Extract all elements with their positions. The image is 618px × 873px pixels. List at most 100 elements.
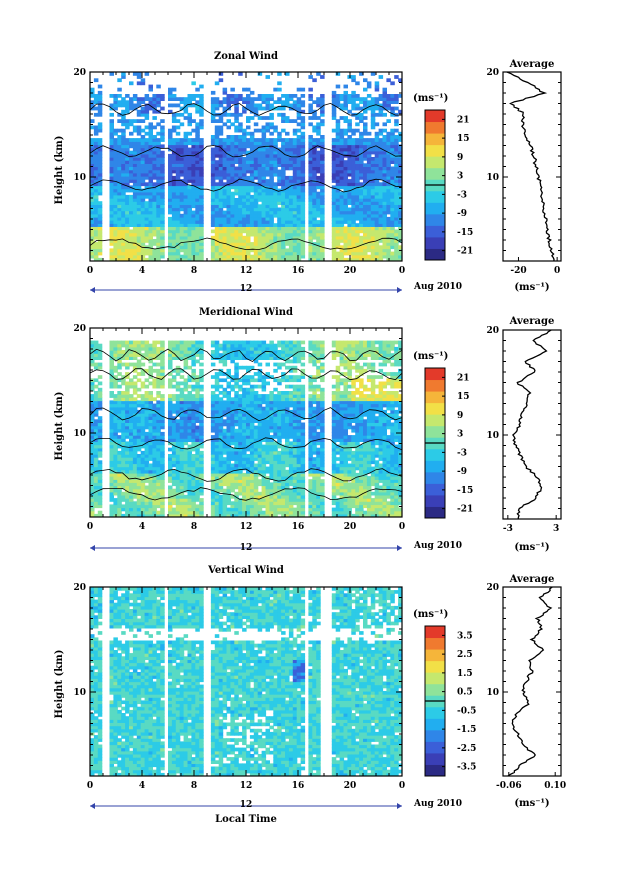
heatmap-cell	[90, 141, 95, 146]
heatmap-cell	[179, 425, 185, 430]
heatmap-cell	[140, 397, 146, 402]
heatmap-cell	[136, 201, 142, 205]
heatmap-cell	[359, 166, 364, 171]
heatmap-cell	[179, 441, 185, 446]
heatmap-cell	[292, 175, 298, 180]
heatmap-cell	[378, 216, 384, 221]
heatmap-cell	[140, 479, 146, 483]
heatmap-cell	[210, 251, 216, 256]
heatmap-cell	[187, 498, 192, 502]
heatmap-cell	[308, 135, 313, 139]
heatmap-cell	[222, 210, 228, 215]
heatmap-cell	[386, 198, 391, 202]
heatmap-cell	[179, 435, 185, 439]
heatmap-cell	[214, 163, 220, 167]
heatmap-cell	[312, 232, 317, 237]
heatmap-cell	[222, 97, 228, 101]
heatmap-cell	[359, 106, 364, 111]
heatmap-cell	[316, 150, 321, 155]
heatmap-cell	[288, 119, 294, 123]
heatmap-cell	[148, 100, 153, 104]
heatmap-cell	[210, 409, 216, 414]
heatmap-cell	[343, 100, 348, 104]
heatmap-cell	[343, 201, 348, 205]
heatmap-cell	[238, 179, 243, 183]
heatmap-cell	[171, 94, 177, 98]
heatmap-cell	[113, 163, 118, 167]
heatmap-cell	[277, 248, 282, 253]
heatmap-cell	[175, 444, 181, 449]
heatmap-cell	[187, 406, 192, 411]
heatmap-cell	[222, 163, 228, 167]
heatmap-cell	[187, 391, 192, 395]
heatmap-cell	[398, 138, 402, 142]
heatmap-cell	[269, 251, 274, 256]
heatmap-cell	[97, 362, 103, 367]
heatmap-cell	[300, 226, 306, 231]
heatmap-cell	[113, 198, 118, 202]
heatmap-cell	[179, 346, 185, 351]
heatmap-cell	[335, 188, 341, 193]
heatmap-cell	[136, 359, 142, 364]
heatmap-cell	[132, 119, 138, 123]
heatmap-cell	[249, 153, 255, 158]
heatmap-cell	[378, 232, 384, 237]
heatmap-cell	[246, 87, 251, 92]
heatmap-cell	[331, 185, 337, 190]
heatmap-cell	[195, 188, 200, 193]
heatmap-cell	[199, 350, 204, 354]
heatmap-cell	[382, 169, 387, 174]
heatmap-cell	[347, 97, 352, 101]
heatmap-cell	[210, 450, 216, 455]
heatmap-cell	[187, 160, 192, 164]
heatmap-cell	[370, 97, 376, 101]
heatmap-cell	[175, 431, 181, 436]
heatmap-cell	[136, 510, 142, 515]
heatmap-cell	[183, 232, 189, 237]
heatmap-cell	[249, 141, 255, 146]
heatmap-cell	[269, 201, 274, 205]
heatmap-cell	[140, 175, 146, 180]
heatmap-cell	[183, 242, 189, 246]
heatmap-cell	[175, 482, 181, 487]
heatmap-cell	[144, 141, 150, 146]
heatmap-cell	[366, 232, 372, 237]
heatmap-cell	[199, 166, 204, 171]
heatmap-cell	[117, 242, 122, 246]
heatmap-cell	[273, 235, 278, 240]
heatmap-cell	[390, 257, 395, 261]
heatmap-cell	[195, 135, 200, 139]
heatmap-cell	[230, 232, 235, 237]
heatmap-cell	[288, 175, 294, 180]
heatmap-cell	[168, 220, 173, 224]
heatmap-cell	[296, 112, 302, 117]
heatmap-cell	[195, 491, 200, 496]
heatmap-cell	[191, 97, 196, 101]
heatmap-cell	[359, 239, 364, 243]
heatmap-cell	[214, 204, 220, 209]
heatmap-cell	[175, 387, 181, 392]
heatmap-cell	[366, 141, 372, 146]
heatmap-cell	[390, 138, 395, 142]
heatmap-cell	[230, 97, 235, 101]
heatmap-cell	[390, 97, 395, 101]
heatmap-cell	[246, 106, 251, 111]
heatmap-cell	[339, 135, 345, 139]
heatmap-cell	[129, 476, 134, 480]
heatmap-cell	[109, 419, 114, 423]
heatmap-cell	[273, 166, 278, 171]
heatmap-cell	[160, 365, 165, 370]
heatmap-cell	[109, 128, 114, 133]
heatmap-cell	[183, 251, 189, 256]
heatmap-cell	[109, 372, 114, 376]
heatmap-cell	[109, 232, 114, 237]
heatmap-cell	[218, 257, 224, 261]
heatmap-cell	[168, 460, 173, 465]
heatmap-cell	[269, 220, 274, 224]
heatmap-cell	[226, 94, 231, 98]
heatmap-cell	[359, 72, 364, 76]
heatmap-cell	[265, 138, 270, 142]
heatmap-cell	[214, 378, 220, 383]
heatmap-cell	[312, 194, 317, 199]
